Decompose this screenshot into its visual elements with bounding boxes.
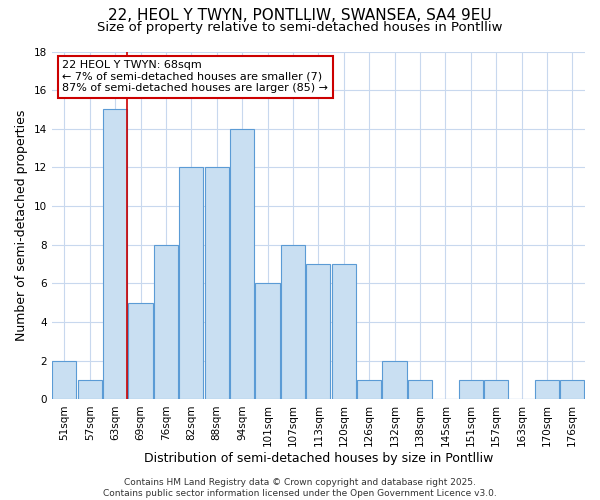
Text: Size of property relative to semi-detached houses in Pontlliw: Size of property relative to semi-detach… [97,21,503,34]
Bar [382,361,407,400]
Bar [560,380,584,400]
Bar [154,245,178,400]
Bar [458,380,483,400]
Bar [332,264,356,400]
Bar [484,380,508,400]
Bar [77,380,102,400]
Bar [128,303,152,400]
Bar [205,168,229,400]
Bar [230,129,254,400]
Bar [179,168,203,400]
X-axis label: Distribution of semi-detached houses by size in Pontlliw: Distribution of semi-detached houses by … [143,452,493,465]
Bar [357,380,381,400]
Y-axis label: Number of semi-detached properties: Number of semi-detached properties [15,110,28,341]
Bar [52,361,76,400]
Bar [306,264,331,400]
Text: Contains HM Land Registry data © Crown copyright and database right 2025.
Contai: Contains HM Land Registry data © Crown c… [103,478,497,498]
Bar [256,284,280,400]
Bar [103,110,127,400]
Bar [281,245,305,400]
Bar [408,380,432,400]
Text: 22, HEOL Y TWYN, PONTLLIW, SWANSEA, SA4 9EU: 22, HEOL Y TWYN, PONTLLIW, SWANSEA, SA4 … [108,8,492,22]
Bar [535,380,559,400]
Text: 22 HEOL Y TWYN: 68sqm
← 7% of semi-detached houses are smaller (7)
87% of semi-d: 22 HEOL Y TWYN: 68sqm ← 7% of semi-detac… [62,60,328,94]
